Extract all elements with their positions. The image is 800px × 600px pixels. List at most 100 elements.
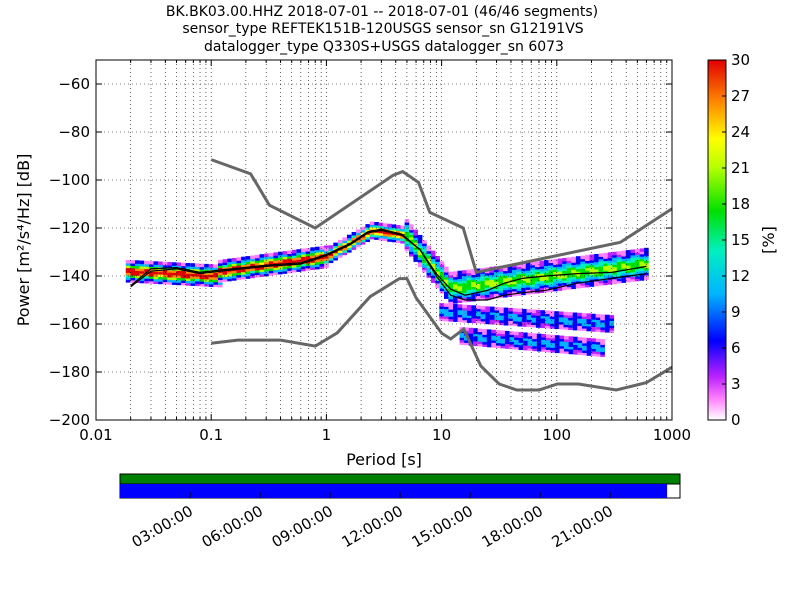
density-cell [621, 272, 626, 276]
density-cell [387, 228, 392, 233]
density-cell [512, 322, 518, 327]
density-cell [575, 273, 581, 277]
density-cell [426, 267, 432, 271]
density-cell [250, 272, 255, 276]
density-cell [310, 266, 315, 270]
density-cell [512, 280, 517, 285]
density-cell [167, 278, 172, 283]
density-cell [535, 312, 541, 316]
density-cell [282, 258, 288, 262]
density-cell [444, 269, 449, 273]
density-cell [457, 311, 463, 315]
density-cell [554, 325, 559, 330]
density-cell [347, 237, 352, 241]
density-cell [553, 263, 558, 268]
density-cell [462, 275, 467, 279]
density-cell [532, 347, 537, 352]
density-cell [162, 264, 168, 268]
density-cell [268, 272, 274, 276]
density-cell [616, 268, 622, 272]
density-cell [378, 229, 384, 234]
density-cell [227, 270, 232, 275]
density-cell [625, 278, 631, 283]
density-cell [562, 267, 567, 271]
density-cell [558, 323, 564, 327]
density-cell [301, 265, 306, 269]
density-cell [480, 291, 485, 296]
density-cell [250, 267, 255, 271]
density-cell [351, 232, 357, 236]
density-cell [639, 250, 645, 255]
median-curve [130, 229, 647, 296]
density-cell [319, 250, 325, 255]
density-cell [512, 317, 518, 322]
colorbar-tick-label: 27 [731, 87, 750, 105]
density-cell [639, 270, 645, 274]
density-cell [522, 323, 527, 327]
density-cell [471, 307, 477, 312]
density-cell [396, 239, 401, 243]
density-cell [457, 280, 463, 284]
density-cell [525, 267, 531, 271]
density-cell [521, 274, 526, 279]
density-cell [273, 259, 278, 263]
density-cell [426, 255, 432, 259]
density-cell [125, 271, 131, 276]
density-cell [337, 249, 343, 253]
density-cell [495, 334, 501, 339]
density-cell [562, 286, 567, 291]
density-cell [195, 273, 200, 277]
density-cell [477, 338, 483, 342]
density-cell [319, 260, 325, 264]
density-cell [612, 261, 617, 265]
density-cell [522, 318, 527, 322]
density-cell [476, 310, 481, 314]
density-cell [616, 265, 622, 270]
density-cell [549, 315, 555, 320]
density-cell [612, 251, 617, 256]
density-cell [484, 286, 490, 291]
density-cell [591, 343, 596, 347]
density-cell [489, 269, 494, 273]
density-cell [365, 238, 370, 242]
density-cell [236, 262, 242, 266]
density-cell [545, 324, 550, 329]
density-cell [545, 334, 551, 338]
density-cell [527, 344, 533, 349]
density-cell [484, 291, 490, 295]
density-cell [489, 321, 495, 325]
density-cell [158, 271, 163, 275]
density-cell [457, 287, 463, 291]
density-cell [471, 310, 477, 314]
y-tick-label: −200 [49, 411, 90, 429]
density-cell [144, 265, 149, 270]
density-cell [464, 341, 469, 346]
density-cell [639, 253, 645, 257]
density-cell [484, 284, 490, 288]
density-cell [162, 278, 168, 283]
density-cell [382, 223, 388, 227]
density-cell [466, 281, 472, 286]
density-cell [268, 253, 274, 257]
density-cell [264, 272, 269, 277]
density-cell [485, 306, 490, 310]
density-cell [512, 283, 517, 287]
density-cell [245, 272, 251, 277]
density-cell [521, 289, 526, 293]
density-cell [144, 275, 149, 279]
density-cell [486, 343, 492, 348]
density-cell [493, 275, 499, 280]
density-cell [475, 292, 481, 296]
density-cell [448, 310, 454, 315]
density-cell [530, 273, 535, 278]
density-cell [296, 249, 301, 253]
density-cell [598, 263, 604, 267]
density-cell [287, 267, 292, 271]
density-cell [585, 274, 590, 278]
density-cell [444, 295, 449, 299]
density-cell [489, 276, 494, 280]
density-cell [462, 289, 467, 293]
density-cell [430, 253, 436, 257]
density-cell [484, 272, 490, 276]
density-cell [264, 253, 269, 258]
